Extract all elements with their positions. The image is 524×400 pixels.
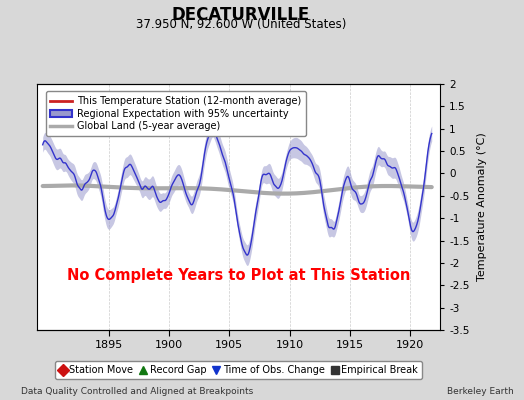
Text: No Complete Years to Plot at This Station: No Complete Years to Plot at This Statio…	[67, 268, 410, 283]
Text: Data Quality Controlled and Aligned at Breakpoints: Data Quality Controlled and Aligned at B…	[21, 387, 253, 396]
Text: DECATURVILLE: DECATURVILLE	[172, 6, 310, 24]
Legend: Station Move, Record Gap, Time of Obs. Change, Empirical Break: Station Move, Record Gap, Time of Obs. C…	[55, 362, 422, 379]
Text: Berkeley Earth: Berkeley Earth	[447, 387, 514, 396]
Text: 37.950 N, 92.600 W (United States): 37.950 N, 92.600 W (United States)	[136, 18, 346, 31]
Y-axis label: Temperature Anomaly (°C): Temperature Anomaly (°C)	[476, 133, 486, 281]
